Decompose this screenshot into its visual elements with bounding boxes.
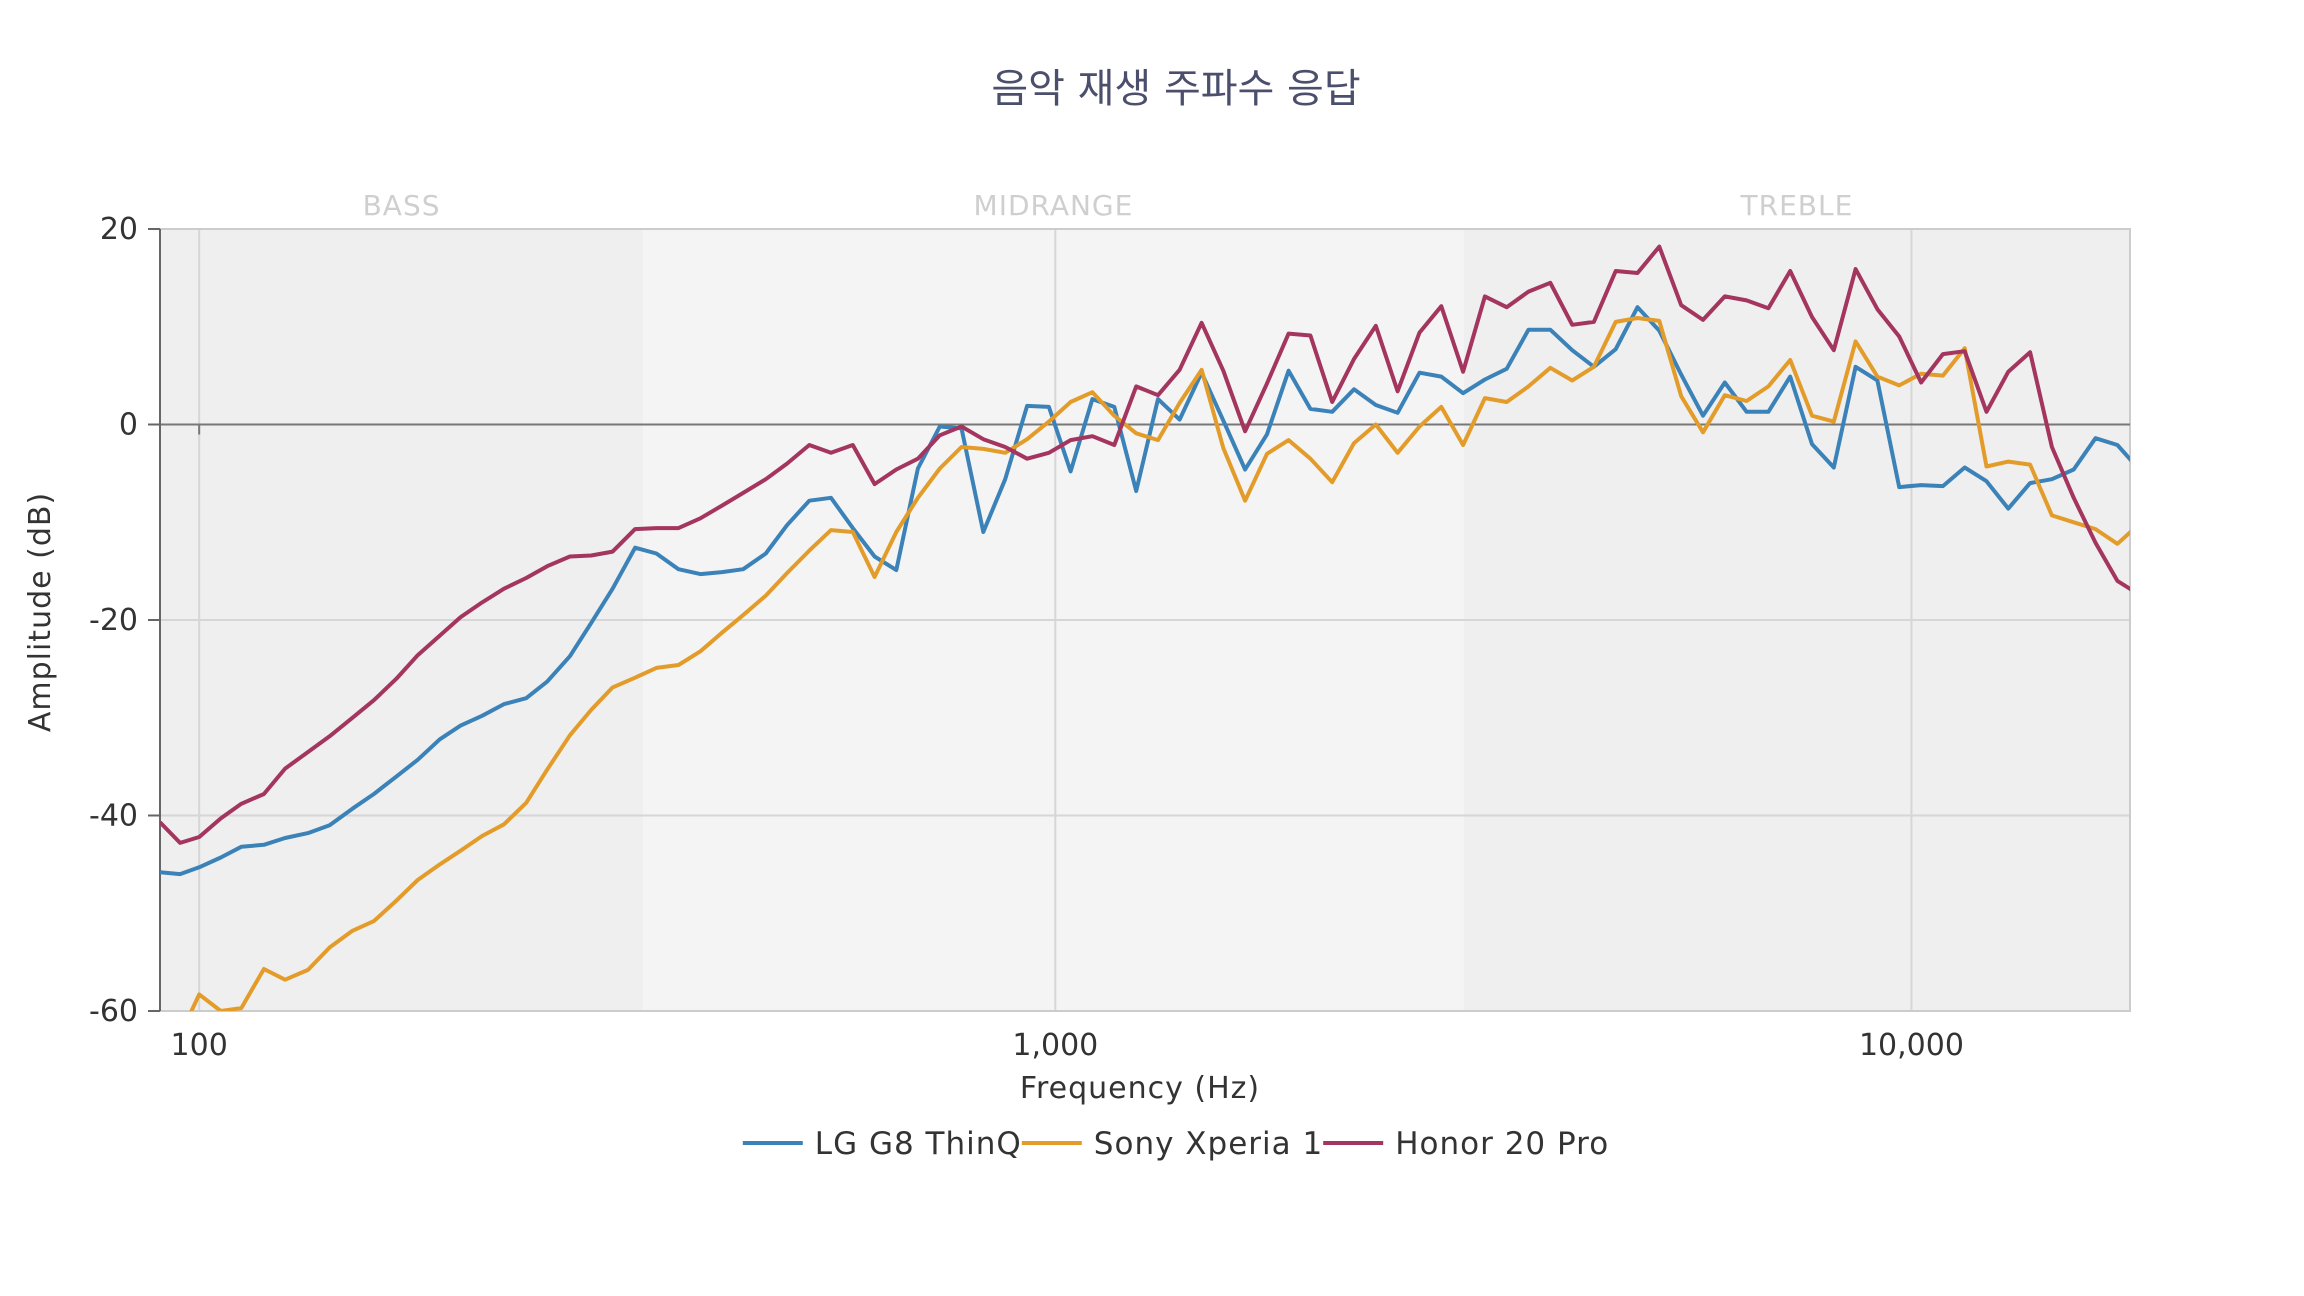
band-label-midrange: MIDRANGE <box>974 189 1134 222</box>
band-label-treble: TREBLE <box>1740 189 1854 222</box>
band-label-bass: BASS <box>363 189 441 222</box>
y-tick-label: -60 <box>89 994 138 1029</box>
legend-item-lg-g8-thinq[interactable]: LG G8 ThinQ <box>742 1126 1022 1162</box>
legend-label: Honor 20 Pro <box>1395 1126 1609 1162</box>
legend: LG G8 ThinQ Sony Xperia 1 Honor 20 Pro <box>742 1126 1609 1162</box>
x-axis-title: Frequency (Hz) <box>1020 1071 1260 1106</box>
plot-area: BASS MIDRANGE TREBLE 20 0 -20 -40 -60 100 1,000 10… <box>89 189 2131 1063</box>
x-tick-label: 10,000 <box>1859 1028 1964 1063</box>
legend-item-honor-20-pro[interactable]: Honor 20 Pro <box>1323 1126 1609 1162</box>
legend-item-sony-xperia-1[interactable]: Sony Xperia 1 <box>1021 1126 1323 1162</box>
series-line-lg-g8-thinq <box>160 305 2130 877</box>
series-line-sony-xperia-1 <box>189 316 2130 1011</box>
legend-label: LG G8 ThinQ <box>815 1126 1022 1162</box>
chart-title: 음악 재생 주파수 응답 <box>991 66 1360 112</box>
y-tick-label: 20 <box>100 212 138 247</box>
y-axis-title: Amplitude (dB) <box>23 492 58 732</box>
legend-label: Sony Xperia 1 <box>1094 1126 1323 1162</box>
x-tick-label: 1,000 <box>1012 1028 1098 1063</box>
x-tick-label: 100 <box>171 1028 228 1063</box>
y-tick-label: -20 <box>89 603 138 638</box>
y-tick-label: -40 <box>89 799 138 834</box>
series-line-honor-20-pro <box>160 244 2130 845</box>
y-tick-label: 0 <box>119 408 138 443</box>
